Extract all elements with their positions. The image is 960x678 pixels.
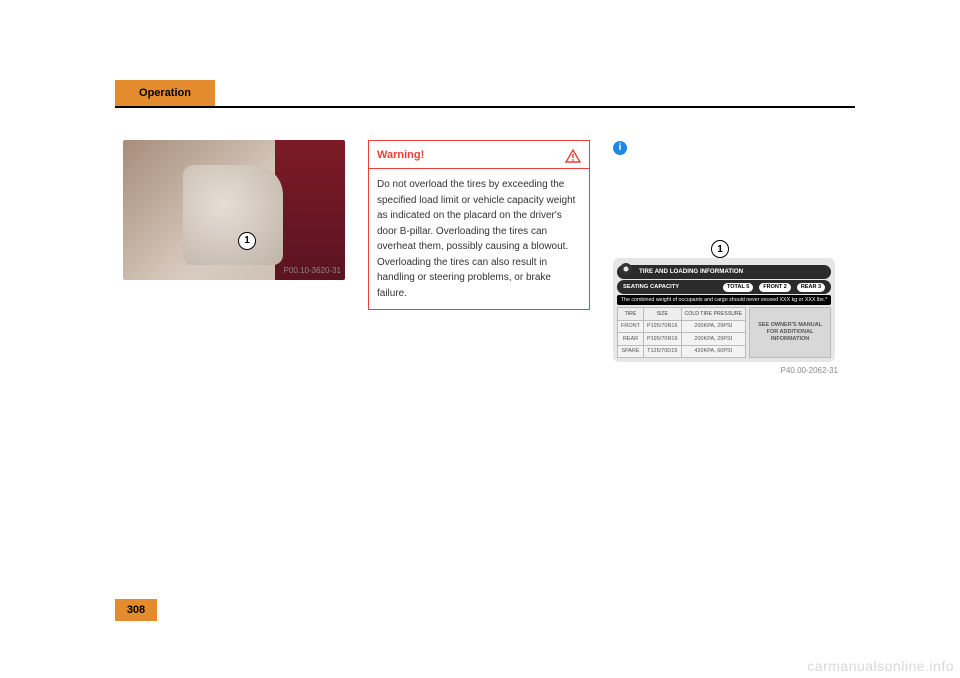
column-2: Warning! Do not overload the tires by ex… xyxy=(368,140,593,310)
column-1: 1 P00.10-3620-31 xyxy=(123,140,348,280)
seating-values: TOTAL 5 FRONT 2 REAR 3 xyxy=(723,283,825,292)
see-owners-manual: SEE OWNER'S MANUAL FOR ADDITIONAL INFORM… xyxy=(749,307,831,358)
cell: P195/70R16 xyxy=(643,320,681,333)
seat-shape xyxy=(183,165,283,265)
warning-header: Warning! xyxy=(369,141,589,169)
page-number: 308 xyxy=(127,604,145,616)
table-row: SPARE T125/70D15 420KPA, 60PSI xyxy=(618,345,746,358)
image-code: P00.10-3620-31 xyxy=(284,265,341,277)
warning-body: Do not overload the tires by exceeding t… xyxy=(369,169,589,309)
placard-body: TIRE SIZE COLD TIRE PRESSURE FRONT P195/… xyxy=(617,307,831,358)
placard-callout-number: 1 xyxy=(717,242,723,258)
placard-figure: 1 TIRE AND LOADING INFORMATION SEATING C… xyxy=(613,258,838,377)
info-note-row: i xyxy=(613,140,838,156)
placard-callout: 1 xyxy=(711,240,729,258)
door-bpillar-image: 1 P00.10-3620-31 xyxy=(123,140,345,280)
cell: 200KPA, 29PSI xyxy=(681,320,746,333)
watermark: carmanualsonline.info xyxy=(807,658,954,674)
info-glyph: i xyxy=(619,140,622,156)
placard-title-band: TIRE AND LOADING INFORMATION xyxy=(617,265,831,279)
tire-loading-placard: TIRE AND LOADING INFORMATION SEATING CAP… xyxy=(613,258,835,362)
cell: SPARE xyxy=(618,345,644,358)
warning-box: Warning! Do not overload the tires by ex… xyxy=(368,140,590,310)
cell: P195/70R16 xyxy=(643,333,681,346)
door-panel xyxy=(275,140,345,280)
col3-spacer: . xyxy=(613,156,838,246)
cell: 200KPA, 29PSI xyxy=(681,333,746,346)
section-tab-label: Operation xyxy=(139,87,191,99)
cell: 420KPA, 60PSI xyxy=(681,345,746,358)
callout-number: 1 xyxy=(244,233,250,249)
column-3: i . 1 TIRE AND LOADING INFORMATION SEATI… xyxy=(613,140,838,377)
section-tab: Operation xyxy=(115,80,215,106)
table-row: REAR P195/70R16 200KPA, 29PSI xyxy=(618,333,746,346)
page-number-block: 308 xyxy=(115,599,157,621)
placard-title: TIRE AND LOADING INFORMATION xyxy=(639,267,743,277)
th-pressure: COLD TIRE PRESSURE xyxy=(681,308,746,320)
seating-capacity-band: SEATING CAPACITY TOTAL 5 FRONT 2 REAR 3 xyxy=(617,280,831,294)
warning-title: Warning! xyxy=(377,147,424,164)
seat-total: TOTAL 5 xyxy=(723,283,753,292)
seat-rear: REAR 3 xyxy=(797,283,825,292)
placard-weight-line: The combined weight of occupants and car… xyxy=(617,295,831,305)
manual-page: Operation 1 P00.10-3620-31 Warning! xyxy=(115,80,855,625)
th-tire: TIRE xyxy=(618,308,644,320)
th-size: SIZE xyxy=(643,308,681,320)
table-header-row: TIRE SIZE COLD TIRE PRESSURE xyxy=(618,308,746,320)
table-row: FRONT P195/70R16 200KPA, 29PSI xyxy=(618,320,746,333)
warning-triangle-icon xyxy=(565,149,581,163)
seat-front: FRONT 2 xyxy=(759,283,791,292)
cell: T125/70D15 xyxy=(643,345,681,358)
seating-label: SEATING CAPACITY xyxy=(623,283,679,292)
placard-table: TIRE SIZE COLD TIRE PRESSURE FRONT P195/… xyxy=(617,307,746,358)
placard-image-code: P40.00-2062-31 xyxy=(613,365,838,377)
info-icon: i xyxy=(613,141,627,155)
header-rule xyxy=(115,106,855,108)
tire-icon xyxy=(619,262,633,276)
cell: REAR xyxy=(618,333,644,346)
cell: FRONT xyxy=(618,320,644,333)
image-callout-1: 1 xyxy=(238,232,256,250)
